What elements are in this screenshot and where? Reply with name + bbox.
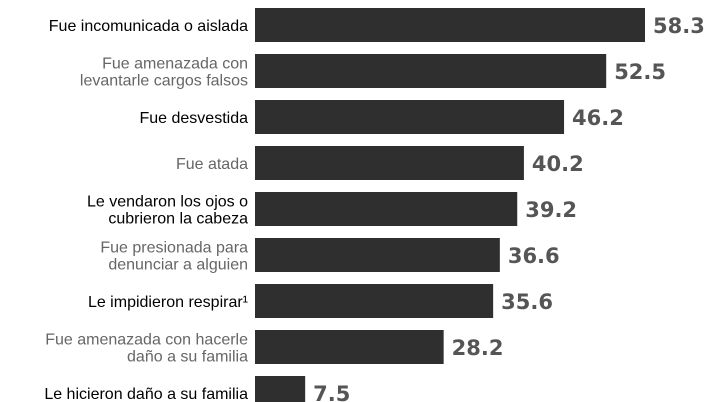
bars-layer bbox=[255, 8, 645, 402]
bar-le-impidieron-respirar bbox=[255, 284, 494, 318]
value-labels-layer: 58.3 52.5 46.2 40.2 39.2 36.6 35.6 28.2 7.5 bbox=[313, 14, 705, 402]
value-label-fue-amenazada-con-hacerle-dano-a-su-familia: 28.2 bbox=[452, 336, 504, 360]
category-label-fue-incomunicada-o-aislada: Fue incomunicada o aislada bbox=[49, 18, 248, 35]
value-label-le-impidieron-respirar: 35.6 bbox=[501, 290, 553, 314]
category-label-fue-amenazada-con-levantarle-cargos-falsos: Fue amenazada con levantarle cargos falso… bbox=[80, 56, 248, 90]
bar-fue-desvestida bbox=[255, 100, 565, 134]
value-label-le-vendaron-los-ojos-o-cubrieron-la-cabeza: 39.2 bbox=[525, 198, 577, 222]
bar-fue-amenazada-con-hacerle-dano-a-su-familia bbox=[255, 330, 444, 364]
value-label-fue-incomunicada-o-aislada: 58.3 bbox=[653, 14, 705, 38]
bar-fue-presionada-para-denunciar-a-alguien bbox=[255, 238, 500, 272]
category-label-fue-amenazada-con-hacerle-dano-a-su-familia: Fue amenazada con hacerle daño a su famil… bbox=[45, 332, 248, 366]
value-label-fue-presionada-para-denunciar-a-alguien: 36.6 bbox=[508, 244, 560, 268]
bar-le-hicieron-dano-a-su-familia bbox=[255, 376, 306, 402]
category-label-le-impidieron-respirar: Le impidieron respirar¹ bbox=[88, 294, 248, 311]
value-label-le-hicieron-dano-a-su-familia: 7.5 bbox=[313, 382, 350, 402]
bar-fue-amenazada-con-levantarle-cargos-falsos bbox=[255, 54, 607, 88]
bar-fue-atada bbox=[255, 146, 524, 180]
value-label-fue-amenazada-con-levantarle-cargos-falsos: 52.5 bbox=[614, 60, 666, 84]
value-label-fue-desvestida: 46.2 bbox=[572, 106, 624, 130]
category-label-fue-atada: Fue atada bbox=[176, 156, 248, 173]
bar-le-vendaron-los-ojos-o-cubrieron-la-cabeza bbox=[255, 192, 518, 226]
category-labels-layer: Fue incomunicada o aislada Fue amenazada … bbox=[44, 18, 248, 402]
category-label-fue-presionada-para-denunciar-a-alguien: Fue presionada para denunciar a alguien bbox=[100, 240, 248, 274]
bar-fue-incomunicada-o-aislada bbox=[255, 8, 645, 42]
category-label-le-hicieron-dano-a-su-familia: Le hicieron daño a su familia bbox=[44, 386, 248, 402]
category-label-fue-desvestida: Fue desvestida bbox=[139, 110, 248, 127]
category-label-le-vendaron-los-ojos-o-cubrieron-la-cabeza: Le vendaron los ojos o cubrieron la cabez… bbox=[87, 194, 248, 228]
value-label-fue-atada: 40.2 bbox=[532, 152, 584, 176]
